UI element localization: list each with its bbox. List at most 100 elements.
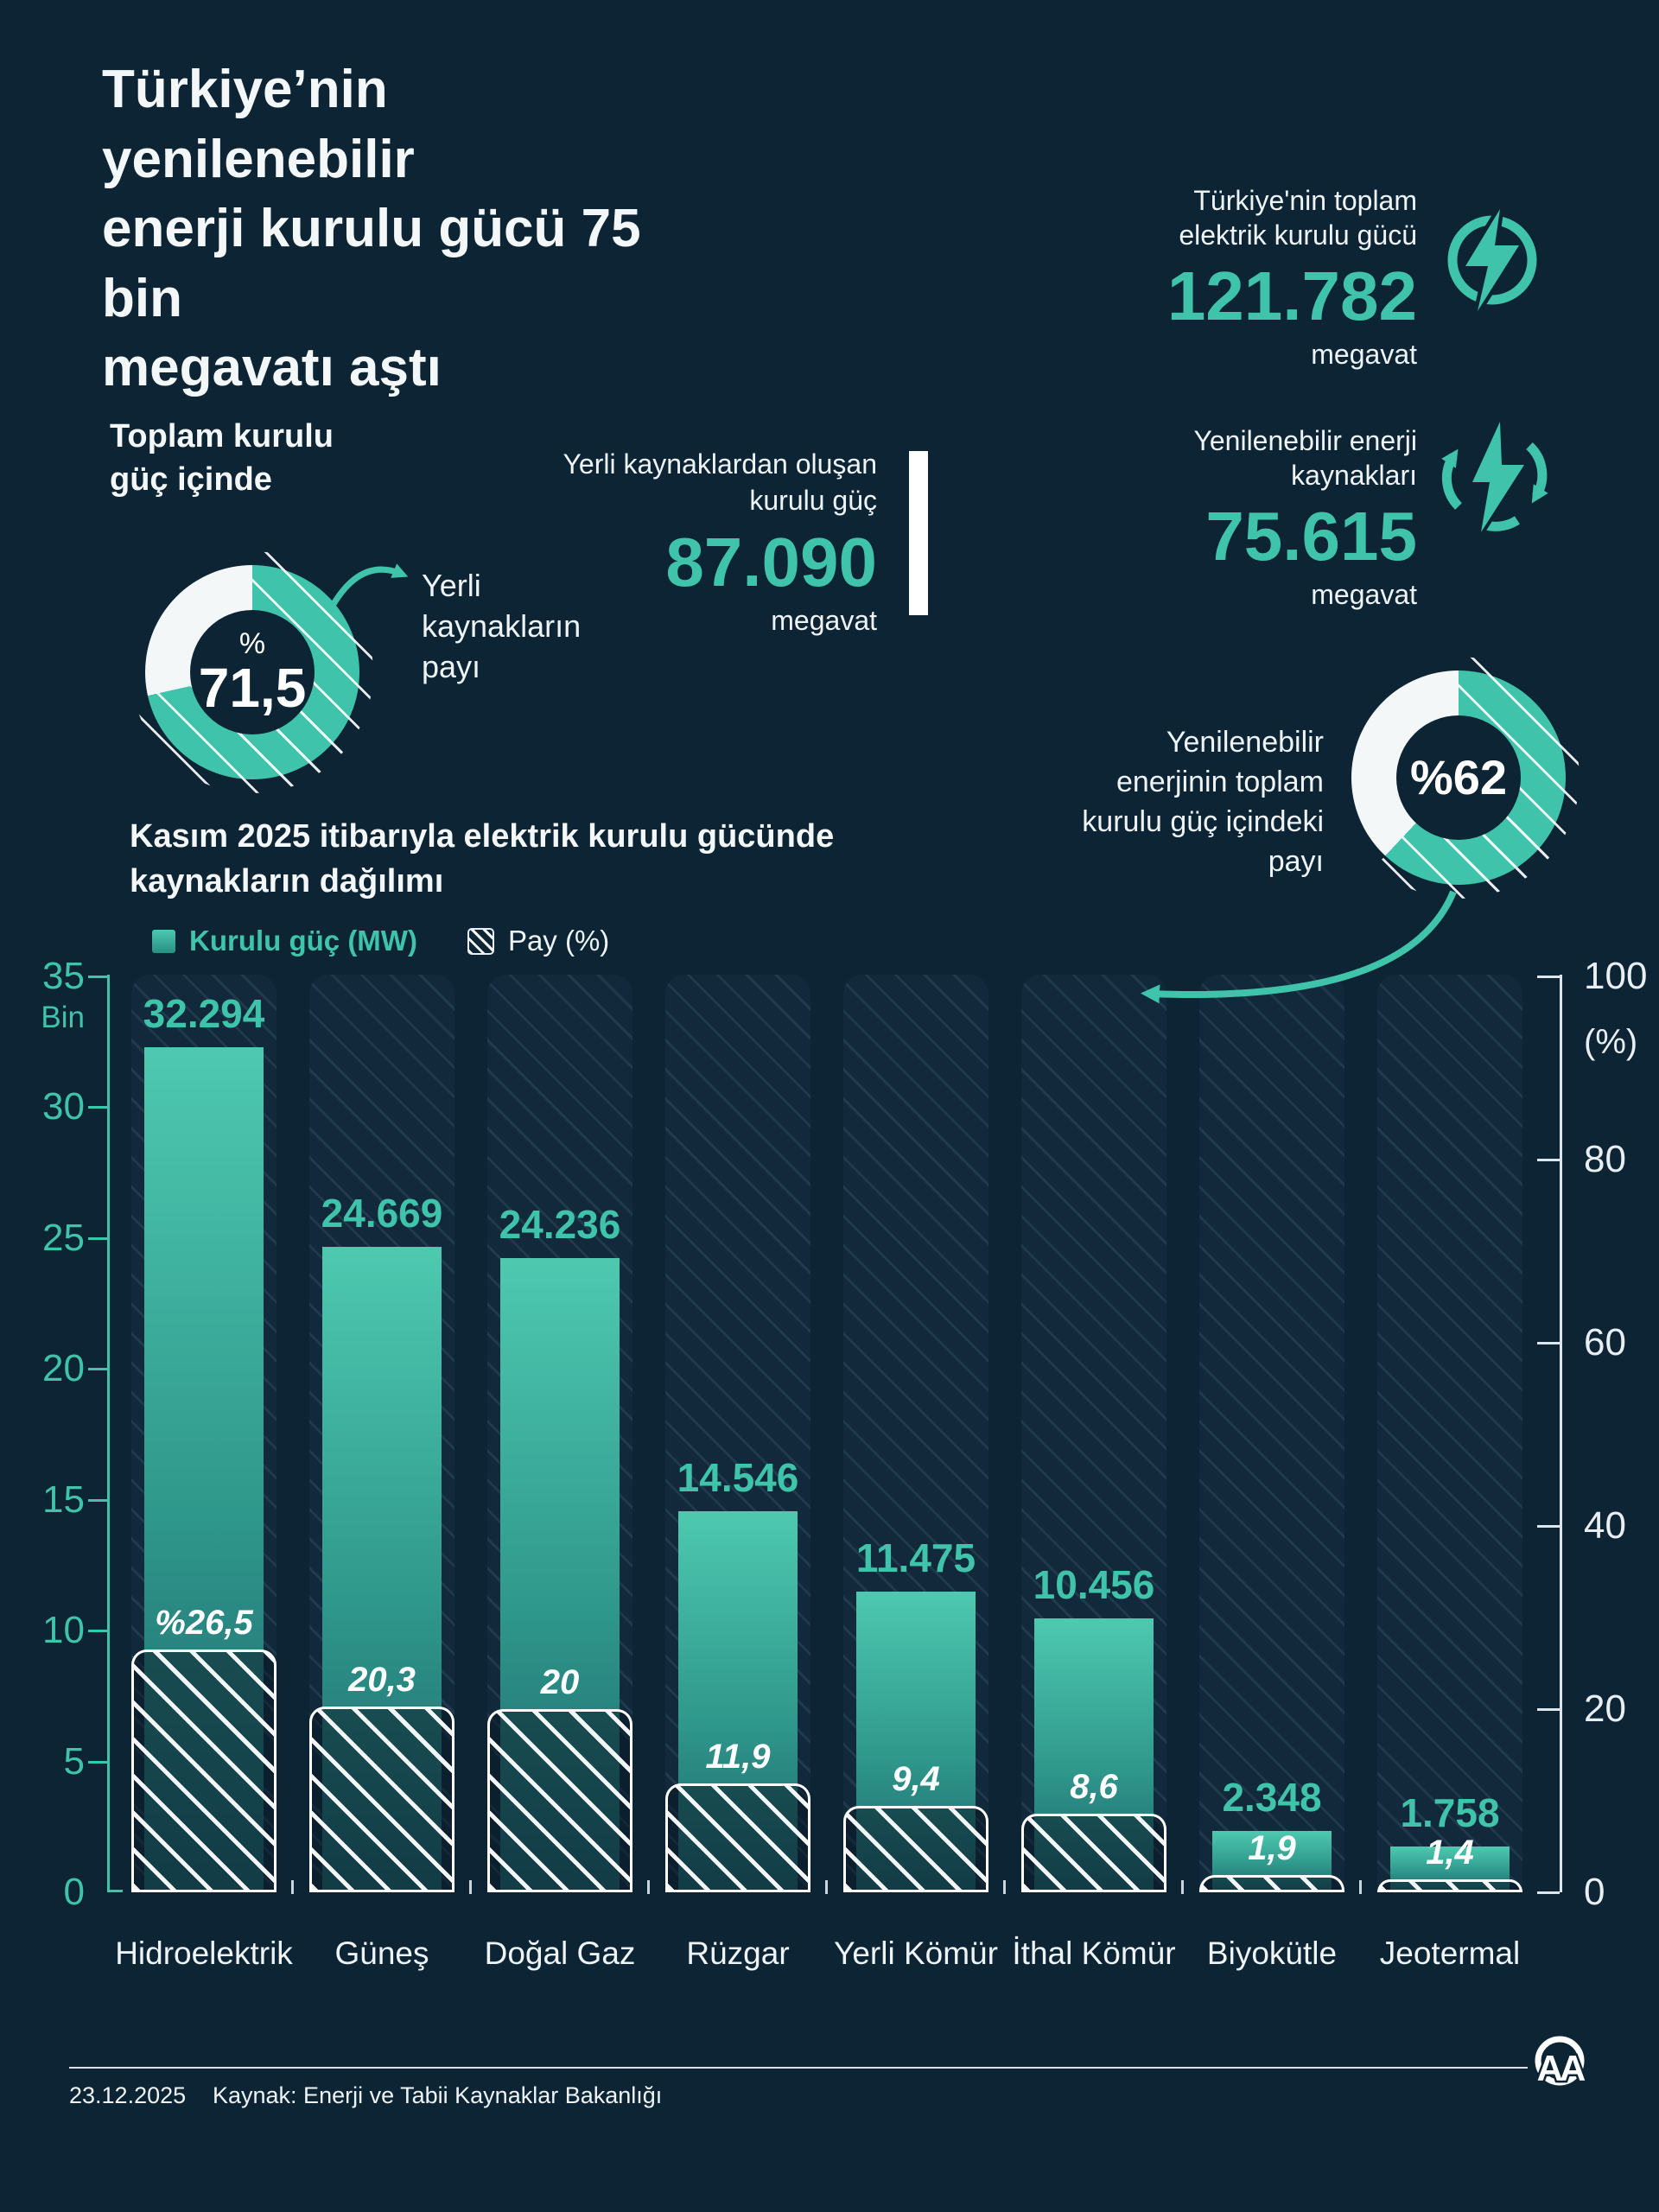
stat-total-unit: megavat [1311,339,1417,370]
left-axis-unit: Bin [41,1001,85,1034]
donut-domestic-value: 71,5 [198,657,307,719]
category-label: Rüzgar [686,1936,790,1971]
category-label: Doğal Gaz [484,1936,636,1971]
heading-domestic-share: Toplam kurulu güç içinde [110,418,334,498]
chart-column: 32.294 %26,5 Hidroelektrik [115,975,293,1971]
domestic-stat-divider [909,451,928,615]
footer-divider [69,2067,1528,2069]
legend-hatch-swatch-icon [467,927,494,955]
left-axis-tick [88,1368,107,1370]
left-axis-label: 20 [42,1347,85,1389]
donut-domestic-hole: % 71,5 [190,610,315,734]
donut-renewable-hole: %62 [1396,715,1521,840]
right-axis-tick [1537,1891,1560,1894]
mw-value-label: 14.546 [677,1455,799,1500]
stat-renewable-unit: megavat [1311,579,1417,610]
category-label: Hidroelektrik [115,1936,293,1971]
mw-value-label: 32.294 [143,991,265,1036]
chart-column: 14.546 11,9 Rüzgar [665,975,810,1971]
lightning-recycle-icon [1441,420,1548,534]
right-axis-line [1560,975,1562,1892]
mw-value-label: 2.348 [1222,1775,1322,1820]
mw-value-label: 10.456 [1033,1562,1155,1607]
arrow-domestic-callout-icon [327,563,409,612]
pct-value-label: 20,3 [348,1661,416,1699]
baseline-tick [1003,1880,1006,1894]
baseline-tick [1181,1880,1184,1894]
category-label: İthal Kömür [1012,1936,1176,1971]
pct-bar [1377,1879,1522,1892]
pct-bar [1199,1875,1344,1892]
donut-domestic-percent-sign: % [238,627,266,660]
left-axis-label: 35 [42,955,85,997]
footer-date: 23.12.2025 [69,2082,187,2108]
chart-column: 10.456 8,6 İthal Kömür [1012,975,1176,1971]
right-axis-label: 40 [1584,1504,1626,1547]
left-axis-label: 5 [63,1740,85,1783]
right-axis-tick [1537,1525,1560,1528]
mw-value-label: 1.758 [1400,1790,1500,1835]
pct-value-label: 20 [540,1663,580,1701]
svg-text:AA: AA [1537,2048,1586,2088]
right-axis-label: 20 [1584,1688,1626,1730]
right-axis-tick [1537,1708,1560,1711]
stat-domestic-label: Yerli kaynaklardan oluşan kurulu güç [563,448,878,516]
legend-solid-swatch-icon [152,929,175,953]
left-axis-tick [88,1761,107,1764]
mw-value-label: 11.475 [855,1535,976,1580]
left-axis-label: 30 [42,1085,85,1128]
pct-value-label: 11,9 [705,1738,771,1776]
pct-value-label: 9,4 [892,1760,940,1798]
left-axis-label: 15 [42,1478,85,1521]
chart-column: 24.236 20 Doğal Gaz [485,975,635,1971]
callout-domestic-share: Yerli kaynakların payı [422,568,582,684]
stat-domestic-capacity: Yerli kaynaklardan oluşan kurulu güç 87.… [441,446,878,636]
stat-renewable-value: 75.615 [1205,498,1417,575]
chart-legend: Kurulu güç (MW) Pay (%) [152,925,609,957]
baseline-tick [1359,1880,1362,1894]
left-axis-tick [88,1106,107,1109]
category-label: Yerli Kömür [834,1936,998,1971]
chart-column: 11.475 9,4 Yerli Kömür [834,975,998,1971]
pct-bar [665,1783,810,1892]
pct-bar [843,1806,988,1892]
left-axis-label: 10 [42,1609,85,1651]
left-axis-tick [88,1499,107,1502]
right-axis-label: 80 [1584,1138,1626,1180]
right-axis-tick [1537,1159,1560,1161]
category-label: Güneş [334,1936,429,1971]
pct-bar [131,1649,276,1892]
pct-bar [309,1707,454,1892]
arrow-renewable-callout-icon [1141,890,1457,1004]
stat-total-value: 121.782 [1166,257,1417,334]
pct-bar [487,1709,632,1892]
pct-value-label: 1,9 [1248,1829,1296,1867]
footer-source: Kaynak: Enerji ve Tabii Kaynaklar Bakanl… [213,2082,663,2108]
right-axis-label: 0 [1584,1871,1605,1913]
stat-renewable-capacity: Yenilenebilir enerji kaynakları 75.615 m… [985,423,1417,610]
baseline-tick [469,1880,472,1894]
stat-domestic-value: 87.090 [665,524,877,601]
mw-value-label: 24.669 [321,1191,443,1236]
left-axis-corner [107,1890,123,1892]
right-axis-label: 60 [1584,1321,1626,1363]
chart-title: Kasım 2025 itibarıyla elektrik kurulu gü… [130,818,835,899]
pct-bar [1021,1814,1166,1892]
pct-value-label: %26,5 [155,1604,253,1642]
callout-renewable-share: Yenilenebilir enerjinin toplam kurulu gü… [1082,726,1324,878]
lightning-circle-icon [1447,207,1537,313]
mw-value-label: 24.236 [499,1202,621,1247]
aa-agency-logo: AA [1535,2036,1588,2091]
left-axis-tick [88,1237,107,1240]
left-axis-label: 25 [42,1217,85,1259]
baseline-tick [291,1880,294,1894]
page-title: Türkiye’nin yenilenebilir enerji kurulu … [102,60,641,398]
right-axis-label: 100 [1584,955,1648,997]
baseline-tick [647,1880,650,1894]
category-label: Biyokütle [1206,1936,1338,1971]
left-axis-tick [88,1630,107,1632]
donut-renewable-share: %62 [1338,657,1580,899]
legend-label-pay: Pay (%) [507,925,610,957]
right-axis-tick [1537,976,1560,978]
